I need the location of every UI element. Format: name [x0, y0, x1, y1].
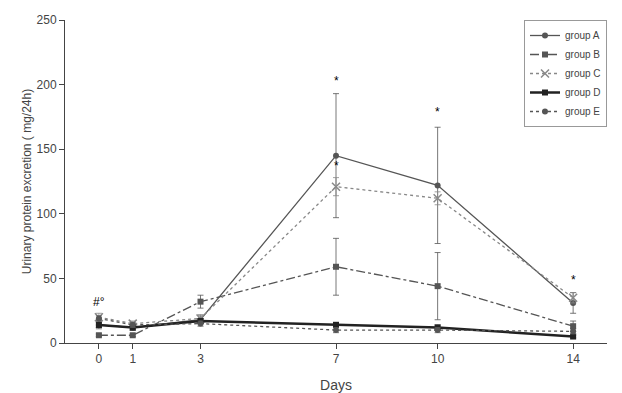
svg-text:*: * — [571, 273, 576, 287]
svg-text:10: 10 — [431, 352, 445, 366]
svg-text:50: 50 — [43, 272, 57, 286]
svg-text:group B: group B — [565, 49, 600, 60]
svg-text:*: * — [334, 159, 339, 173]
svg-text:3: 3 — [197, 352, 204, 366]
svg-text:*: * — [334, 74, 339, 88]
svg-text:14: 14 — [566, 352, 580, 366]
svg-text:0: 0 — [96, 352, 103, 366]
svg-text:group C: group C — [565, 68, 601, 79]
svg-text:#°: #° — [93, 295, 105, 309]
svg-text:group E: group E — [565, 106, 600, 117]
svg-text:*: * — [435, 105, 440, 119]
svg-text:7: 7 — [333, 352, 340, 366]
svg-text:1: 1 — [129, 352, 136, 366]
svg-text:group D: group D — [565, 87, 601, 98]
svg-text:150: 150 — [37, 142, 57, 156]
svg-text:Days: Days — [320, 377, 352, 393]
svg-text:200: 200 — [37, 78, 57, 92]
svg-text:group A: group A — [565, 30, 600, 41]
svg-text:250: 250 — [37, 13, 57, 27]
svg-text:100: 100 — [37, 207, 57, 221]
svg-text:Urinary protein excretion ( mg: Urinary protein excretion ( mg/24h) — [20, 89, 34, 274]
svg-text:0: 0 — [50, 336, 57, 350]
